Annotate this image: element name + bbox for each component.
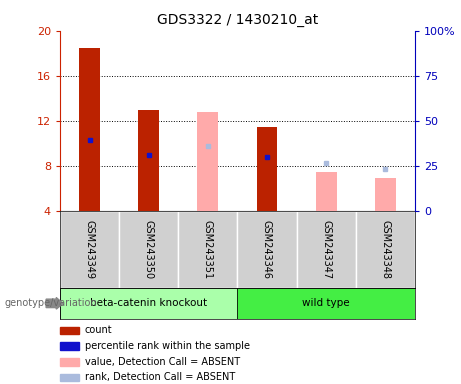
Bar [79, 48, 100, 211]
Bar [60, 358, 79, 366]
Bar [178, 211, 237, 288]
Title: GDS3322 / 1430210_at: GDS3322 / 1430210_at [157, 13, 318, 27]
Text: value, Detection Call = ABSENT: value, Detection Call = ABSENT [85, 357, 240, 367]
Bar [60, 326, 79, 334]
Bar [375, 179, 396, 211]
Text: percentile rank within the sample: percentile rank within the sample [85, 341, 250, 351]
Bar [119, 211, 178, 288]
Text: genotype/variation: genotype/variation [5, 298, 97, 308]
Bar [237, 288, 415, 319]
Text: GSM243347: GSM243347 [321, 220, 331, 279]
Text: GSM243346: GSM243346 [262, 220, 272, 279]
Bar [60, 211, 119, 288]
Text: GSM243350: GSM243350 [144, 220, 154, 279]
Text: wild type: wild type [302, 298, 350, 308]
Bar [257, 127, 278, 211]
Text: rank, Detection Call = ABSENT: rank, Detection Call = ABSENT [85, 372, 235, 382]
Text: count: count [85, 326, 112, 336]
Bar [138, 110, 159, 211]
Bar [197, 112, 218, 211]
Bar [237, 211, 296, 288]
Bar [316, 172, 337, 211]
Text: beta-catenin knockout: beta-catenin knockout [90, 298, 207, 308]
Bar [60, 342, 79, 350]
Text: GSM243348: GSM243348 [380, 220, 390, 279]
Text: GSM243349: GSM243349 [84, 220, 95, 279]
Bar [296, 211, 356, 288]
Bar [60, 374, 79, 381]
Text: GSM243351: GSM243351 [203, 220, 213, 279]
Bar [356, 211, 415, 288]
Bar [60, 288, 237, 319]
